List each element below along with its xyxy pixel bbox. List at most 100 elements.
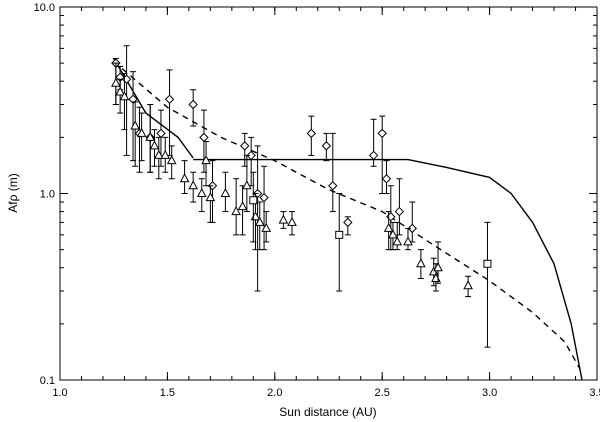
x-tick-label: 3.5 bbox=[589, 387, 600, 399]
triangle-marker bbox=[166, 155, 177, 165]
data-point-triangle bbox=[383, 211, 394, 251]
data-point-diamond bbox=[343, 216, 353, 236]
data-point-triangle bbox=[145, 104, 156, 173]
triangle-marker bbox=[237, 201, 248, 211]
diamond-marker bbox=[240, 141, 250, 151]
triangle-marker bbox=[188, 180, 199, 190]
data-point-triangle bbox=[115, 78, 125, 114]
triangle-marker bbox=[201, 155, 211, 165]
data-point-triangle bbox=[160, 136, 171, 173]
data-point-diamond bbox=[121, 45, 132, 156]
data-point-triangle bbox=[196, 178, 207, 213]
data-point-triangle bbox=[433, 241, 443, 284]
diamond-marker bbox=[377, 128, 387, 139]
triangle-marker bbox=[196, 187, 207, 197]
triangle-marker bbox=[250, 211, 261, 221]
triangle-marker bbox=[433, 262, 443, 272]
data-point-diamond bbox=[368, 118, 379, 167]
y-tick-label: 10.0 bbox=[34, 2, 55, 14]
data-point-diamond bbox=[306, 115, 317, 156]
data-point-diamond bbox=[188, 89, 198, 127]
diamond-marker bbox=[343, 217, 353, 228]
data-point-diamond bbox=[207, 160, 218, 223]
diamond-marker bbox=[246, 150, 256, 161]
data-point-triangle bbox=[392, 221, 403, 251]
data-point-diamond bbox=[407, 201, 417, 243]
x-axis-title: Sun distance (AU) bbox=[279, 405, 376, 419]
triangle-marker bbox=[278, 214, 289, 224]
triangle-marker bbox=[136, 127, 147, 137]
data-point-triangle bbox=[254, 201, 265, 251]
x-tick-label: 1.5 bbox=[160, 387, 175, 399]
square-marker bbox=[249, 196, 258, 205]
triangle-marker bbox=[115, 86, 125, 96]
x-tick-label: 1.0 bbox=[52, 387, 67, 399]
data-point-diamond bbox=[386, 185, 396, 251]
triangle-marker bbox=[383, 222, 394, 232]
diamond-marker bbox=[259, 192, 269, 203]
plot-frame bbox=[59, 6, 598, 381]
diamond-marker bbox=[306, 128, 317, 139]
data-point-triangle bbox=[136, 112, 147, 162]
triangle-marker bbox=[388, 229, 398, 239]
data-point-square bbox=[249, 171, 258, 243]
data-point-diamond bbox=[259, 165, 269, 251]
triangle-marker bbox=[242, 180, 252, 190]
data-point-triangle bbox=[205, 185, 216, 223]
data-point-diamond bbox=[246, 136, 256, 187]
triangle-marker bbox=[145, 131, 156, 141]
data-point-triangle bbox=[111, 62, 121, 106]
data-point-diamond bbox=[134, 106, 145, 173]
triangle-marker bbox=[231, 206, 241, 216]
diamond-marker bbox=[188, 99, 198, 110]
triangle-marker bbox=[392, 236, 403, 246]
data-point-triangle bbox=[287, 211, 297, 236]
data-point-triangle bbox=[237, 185, 248, 236]
data-points bbox=[111, 45, 492, 348]
data-point-square bbox=[335, 193, 344, 292]
diamond-marker bbox=[156, 128, 166, 139]
triangle-marker bbox=[254, 216, 265, 226]
y-tick-label: 0.1 bbox=[40, 375, 55, 387]
y-tick-label: 1.0 bbox=[40, 189, 55, 201]
data-point-triangle bbox=[179, 160, 190, 194]
data-point-triangle bbox=[231, 178, 241, 236]
data-point-diamond bbox=[394, 178, 405, 236]
triangle-marker bbox=[463, 280, 473, 290]
curve-dashed bbox=[113, 60, 581, 370]
data-point-triangle bbox=[261, 211, 272, 243]
data-point-diamond bbox=[377, 115, 387, 194]
data-point-triangle bbox=[463, 275, 473, 298]
data-point-triangle bbox=[130, 101, 141, 167]
triangle-marker bbox=[416, 258, 426, 268]
diamond-marker bbox=[128, 94, 138, 104]
triangle-marker bbox=[111, 77, 121, 87]
axis-ticks: 1.01.52.02.53.03.50.11.010.0 bbox=[34, 2, 600, 399]
curve-solid bbox=[193, 158, 583, 381]
data-point-diamond bbox=[321, 132, 332, 162]
data-point-diamond bbox=[328, 132, 338, 213]
model-curves bbox=[113, 58, 583, 381]
data-point-triangle bbox=[201, 141, 211, 187]
y-axis-title: Afρ (m) bbox=[6, 173, 20, 213]
diamond-marker bbox=[368, 150, 379, 161]
x-tick-label: 2.0 bbox=[267, 387, 282, 399]
triangle-marker bbox=[220, 187, 231, 197]
data-point-diamond bbox=[164, 69, 175, 156]
data-point-diamond bbox=[381, 160, 392, 194]
triangle-marker bbox=[130, 120, 141, 130]
diamond-marker bbox=[321, 141, 332, 151]
triangle-marker bbox=[160, 149, 171, 159]
data-point-triangle bbox=[119, 72, 130, 131]
data-point-triangle bbox=[149, 129, 160, 167]
diamond-marker bbox=[328, 181, 338, 191]
data-point-triangle bbox=[220, 171, 231, 213]
triangle-marker bbox=[287, 216, 297, 226]
data-point-triangle bbox=[188, 171, 199, 203]
triangle-marker bbox=[261, 222, 272, 232]
x-tick-label: 3.0 bbox=[482, 387, 497, 399]
data-point-diamond bbox=[240, 132, 250, 167]
diamond-marker bbox=[199, 132, 209, 143]
data-point-triangle bbox=[416, 249, 426, 280]
